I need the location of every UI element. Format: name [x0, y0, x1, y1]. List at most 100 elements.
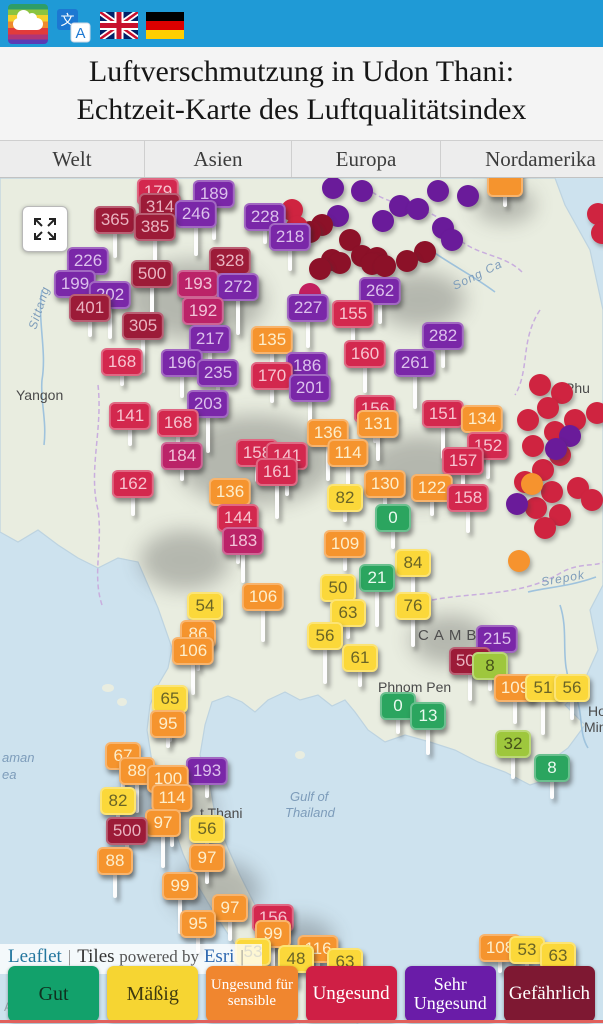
- aqi-dot[interactable]: [407, 198, 429, 220]
- aqi-marker[interactable]: 246: [174, 200, 218, 228]
- aqi-marker[interactable]: 192: [181, 297, 225, 325]
- aqi-dot[interactable]: [396, 250, 418, 272]
- aqi-dot[interactable]: [545, 438, 567, 460]
- aqi-marker[interactable]: 365: [93, 206, 137, 234]
- fullscreen-button[interactable]: [22, 206, 68, 252]
- aqi-dot[interactable]: [427, 180, 449, 202]
- aqi-dot[interactable]: [522, 435, 544, 457]
- aqi-dot[interactable]: [309, 258, 331, 280]
- aqi-dot[interactable]: [541, 481, 563, 503]
- aqi-dot[interactable]: [389, 195, 411, 217]
- aqi-marker[interactable]: 88: [97, 847, 133, 875]
- aqi-marker[interactable]: 21: [359, 564, 395, 592]
- aqi-marker[interactable]: 157: [441, 447, 485, 475]
- aqi-marker[interactable]: 227: [286, 294, 330, 322]
- aqi-dot[interactable]: [586, 402, 603, 424]
- aqi-dot[interactable]: [281, 199, 303, 221]
- aqi-dot[interactable]: [329, 252, 351, 274]
- aqi-dot[interactable]: [441, 229, 463, 251]
- aqi-marker[interactable]: 53: [509, 936, 545, 964]
- aqi-marker[interactable]: 131: [356, 410, 400, 438]
- aqi-marker[interactable]: 158: [446, 484, 490, 512]
- esri-link[interactable]: Esri: [203, 946, 235, 967]
- aqi-marker[interactable]: 95: [150, 710, 186, 738]
- legend-ungesund-f-r-sensible[interactable]: Ungesund für sensible: [206, 966, 298, 1022]
- aqi-marker[interactable]: 13: [410, 702, 446, 730]
- aqi-dot[interactable]: [351, 180, 373, 202]
- aqi-dot[interactable]: [529, 374, 551, 396]
- aqi-marker[interactable]: 56: [307, 622, 343, 650]
- aqi-marker[interactable]: 183: [221, 527, 265, 555]
- translate-icon[interactable]: 文 A: [56, 8, 92, 44]
- aqi-marker[interactable]: 235: [196, 359, 240, 387]
- legend-gef-hrlich[interactable]: Gefährlich: [503, 966, 596, 1022]
- aqi-marker[interactable]: 162: [111, 470, 155, 498]
- aqi-marker[interactable]: 106: [241, 583, 285, 611]
- legend-m-ig[interactable]: Mäßig: [107, 966, 199, 1022]
- aqi-marker[interactable]: 500: [105, 817, 149, 845]
- aqi-marker[interactable]: 106: [171, 637, 215, 665]
- aqi-dot[interactable]: [517, 409, 539, 431]
- aqi-marker[interactable]: 114: [151, 784, 193, 812]
- aqi-marker[interactable]: 99: [162, 872, 198, 900]
- aqi-marker[interactable]: 500: [130, 260, 174, 288]
- aqi-marker[interactable]: 54: [187, 592, 223, 620]
- aqi-marker[interactable]: 82: [100, 787, 136, 815]
- legend-gut[interactable]: Gut: [8, 966, 100, 1022]
- german-flag-icon[interactable]: [146, 12, 184, 39]
- aqi-dot[interactable]: [508, 550, 530, 572]
- uk-flag-icon[interactable]: [98, 9, 140, 42]
- tab-welt[interactable]: Welt: [0, 141, 145, 177]
- aqi-marker[interactable]: 218: [268, 223, 312, 251]
- aqi-marker[interactable]: 193: [185, 757, 229, 785]
- aqi-marker[interactable]: 122: [410, 474, 454, 502]
- aqi-dot[interactable]: [506, 493, 528, 515]
- air-quality-map[interactable]: Yangon Sittang Song Ca Srepok Phu CAMBO Phnom …: [0, 178, 603, 1024]
- aqi-marker[interactable]: 65: [152, 685, 188, 713]
- aqi-marker[interactable]: 203: [186, 390, 230, 418]
- legend-sehr-ungesund[interactable]: Sehr Ungesund: [404, 966, 496, 1022]
- aqi-marker[interactable]: 135: [250, 326, 294, 354]
- aqi-dot[interactable]: [551, 382, 573, 404]
- aqi-marker[interactable]: 56: [189, 815, 225, 843]
- aqi-marker[interactable]: 95: [180, 910, 216, 938]
- aqi-marker[interactable]: 193: [176, 270, 220, 298]
- aqi-marker[interactable]: 114: [327, 439, 369, 467]
- aqi-dot[interactable]: [591, 222, 603, 244]
- aqi-marker[interactable]: [487, 178, 523, 197]
- aqi-marker[interactable]: 0: [375, 504, 411, 532]
- aqi-marker[interactable]: 261: [393, 349, 437, 377]
- aqi-marker[interactable]: 141: [108, 402, 152, 430]
- aqi-marker[interactable]: 385: [133, 213, 177, 241]
- aqi-dot[interactable]: [414, 241, 436, 263]
- aqi-marker[interactable]: 168: [156, 409, 200, 437]
- tab-asien[interactable]: Asien: [145, 141, 292, 177]
- aqi-marker[interactable]: 130: [363, 470, 407, 498]
- aqi-dot[interactable]: [372, 210, 394, 232]
- aqi-marker[interactable]: 97: [145, 809, 181, 837]
- aqi-dot[interactable]: [534, 517, 556, 539]
- aqi-marker[interactable]: 136: [208, 478, 252, 506]
- aqi-dot[interactable]: [581, 489, 603, 511]
- aqi-marker[interactable]: 151: [421, 400, 465, 428]
- aqi-marker[interactable]: 196: [160, 349, 204, 377]
- aqi-dot[interactable]: [322, 178, 344, 199]
- aqi-marker[interactable]: 282: [421, 322, 465, 350]
- aqi-marker[interactable]: 161: [255, 458, 299, 486]
- aqi-marker[interactable]: 215: [475, 625, 519, 653]
- aqi-marker[interactable]: 109: [323, 530, 367, 558]
- aqi-marker[interactable]: 97: [189, 844, 225, 872]
- aqi-dot[interactable]: [374, 255, 396, 277]
- aqi-marker[interactable]: 61: [342, 644, 378, 672]
- tab-nordamerika[interactable]: Nordamerika: [441, 141, 603, 177]
- aqi-marker[interactable]: 97: [212, 894, 248, 922]
- aqi-marker[interactable]: 155: [331, 300, 375, 328]
- aqi-marker[interactable]: 272: [216, 273, 260, 301]
- aqi-marker[interactable]: 99: [255, 920, 291, 948]
- aqi-marker[interactable]: 50: [320, 574, 356, 602]
- aqi-marker[interactable]: 8: [534, 754, 570, 782]
- aqi-marker[interactable]: 184: [160, 442, 204, 470]
- aqi-marker[interactable]: 170: [250, 362, 294, 390]
- aqi-marker[interactable]: 82: [327, 484, 363, 512]
- aqi-dot[interactable]: [521, 473, 543, 495]
